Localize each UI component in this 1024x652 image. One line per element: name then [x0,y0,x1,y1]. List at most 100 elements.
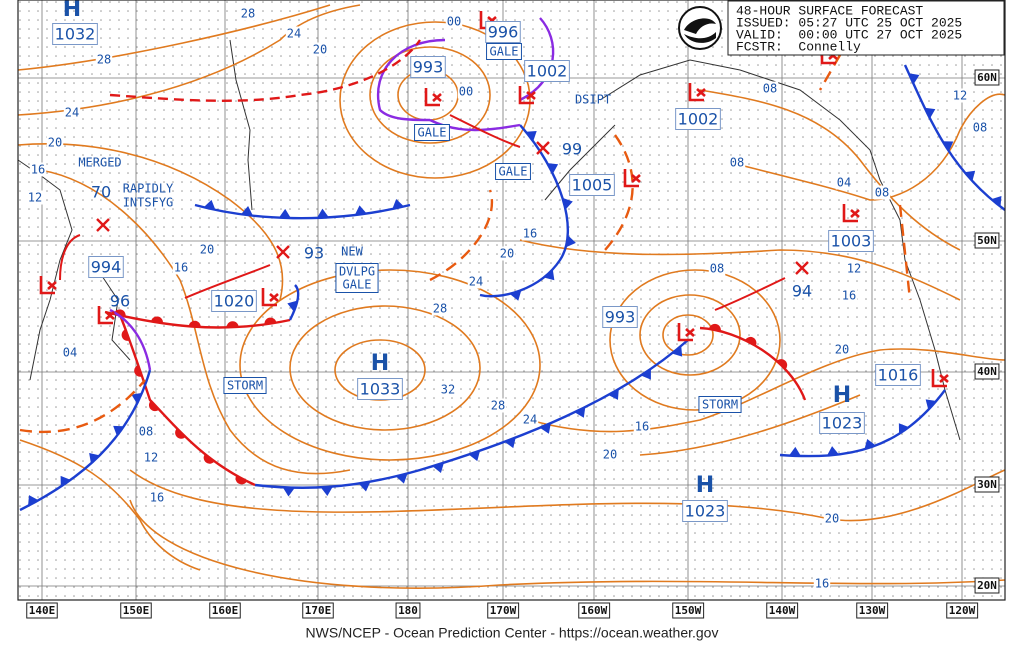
label-box [410,56,446,78]
isobar-label-bg [845,261,863,276]
longitude-label: 180 [398,604,418,617]
isobar-label-bg [95,52,113,67]
isobar [129,469,1006,522]
warm-front-barb [235,475,247,485]
label-box [946,602,979,619]
warning: GALE [495,163,531,180]
cold-front-barb [241,206,253,216]
low-symbol [39,276,57,295]
isobar-label-bg [457,84,475,99]
front [699,326,807,401]
warm-front-barb [188,320,201,328]
isobar [639,294,741,376]
longitude-label: 120W [949,604,976,617]
isobar-label: 28 [241,7,255,21]
low-symbol [424,88,442,107]
pressure-label: 1016 [878,366,919,385]
isobar-label: 20 [313,43,327,57]
longitude-label: 170W [490,604,517,617]
pressure-label: 99 [562,140,582,159]
isobar-label: 08 [875,186,889,200]
pressure-label: 94 [792,282,812,301]
cold-front-barb [316,208,329,218]
pressure-label: 996 [488,23,519,42]
cold-front-barb [131,392,143,404]
label-box [819,412,865,434]
isobar [739,93,1006,201]
longitude-label: 150E [123,604,150,617]
isobar-label: 32 [441,383,455,397]
pressure-label: 1005 [572,176,613,195]
isobar [662,314,714,356]
label-box [209,602,241,619]
isobar-label-bg [137,424,155,439]
label-box [856,602,889,619]
isobar-label: 12 [847,262,861,276]
isobar [339,21,531,179]
isobar [17,143,284,301]
cold-front-barb [826,446,839,456]
warning-text: STORM [227,379,263,393]
warning-box [223,377,267,394]
coast-kamchatka [229,39,253,211]
isobar-label-bg [439,382,457,397]
pressure-label: 1002 [678,110,719,129]
isobar-label: 16 [150,491,164,505]
isobar-label: 04 [63,346,77,360]
cold-front-barb [640,368,651,380]
isobar-label-bg [311,42,329,57]
label-box [524,60,570,82]
isobar-label-bg [873,185,891,200]
isobar-label-bg [833,342,851,357]
labels: 140E 150E 160E 170E 180 170W 160W 150W 140W 130W 1… [26,0,1000,619]
isobar-label-bg [172,260,190,275]
low-symbol [97,306,115,325]
isobar-label-bg [521,412,539,427]
pressure-label: 93 [304,244,324,263]
front [604,134,634,251]
pressure-label: 1003 [831,232,872,251]
isobar-label: 12 [144,451,158,465]
isobar-label-bg [198,242,216,257]
pressure-label: 1020 [214,292,255,311]
cold-front-barb [203,199,216,210]
isobar-label-bg [445,14,463,29]
cold-front-barb [113,425,124,436]
isobar-label: 24 [523,413,537,427]
latitude-label: 30N [977,478,997,491]
high-pressure: 1033 [360,380,401,399]
label-box [485,21,521,43]
cold-front-barb [89,452,100,464]
isobar-label: 08 [710,262,724,276]
isobar-label: 08 [973,121,987,135]
cold-front-barb [565,235,576,248]
high-symbol: H [696,473,714,498]
isobars [17,4,1006,589]
front [898,204,912,301]
cold-front-barb [525,131,537,142]
warning: GALE [486,43,522,60]
noaa-logo-bird [684,18,716,43]
high-pressure: 1023 [685,502,726,521]
isobar-label-bg [728,155,746,170]
pressure-label: 1002 [527,62,568,81]
low-symbol [688,83,706,102]
label-box [974,232,1000,249]
isobar-label: 16 [635,420,649,434]
isobar-label-bg [29,162,47,177]
low-symbol [623,169,641,188]
cold-front-barb [28,495,39,506]
isobar-label: 00 [447,15,461,29]
isobar-label: 20 [825,512,839,526]
warm-front-barb [175,428,186,439]
track-arrow [59,234,81,281]
cold-front-barb [864,438,876,450]
isobar-label-bg [239,6,257,21]
warning-text: GALE [499,165,528,179]
label-box [569,174,615,196]
coast-alaska-na [599,59,961,441]
isobar-label: 08 [763,82,777,96]
cold-front-barb [539,423,551,434]
isobar-label-bg [489,398,507,413]
